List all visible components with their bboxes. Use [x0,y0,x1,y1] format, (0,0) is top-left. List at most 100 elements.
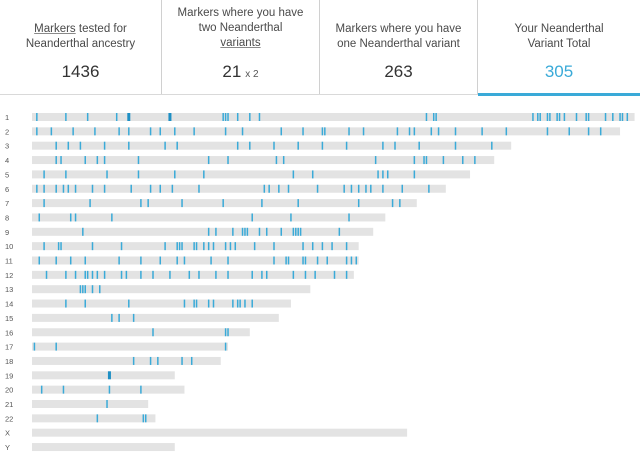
variant-marker[interactable] [99,285,101,294]
variant-marker[interactable] [408,127,411,136]
variant-marker[interactable] [612,113,614,121]
chromosome-row[interactable]: 6 [5,184,446,194]
variant-marker[interactable] [183,256,186,265]
variant-marker[interactable] [546,113,549,121]
variant-marker[interactable] [82,227,84,236]
variant-marker[interactable] [324,127,326,136]
variant-marker[interactable] [425,113,428,121]
variant-marker[interactable] [207,227,210,236]
variant-marker[interactable] [246,227,249,236]
variant-marker[interactable] [297,199,299,208]
chromosome-row[interactable]: 7 [5,199,417,208]
chromosome-row[interactable]: 10 [5,242,359,251]
variant-marker[interactable] [178,242,181,251]
variant-marker[interactable] [91,184,94,193]
variant-marker[interactable] [125,270,128,279]
variant-marker[interactable] [316,184,319,193]
variant-marker[interactable] [222,199,224,208]
variant-marker[interactable] [140,199,142,208]
variant-marker[interactable] [84,285,86,294]
variant-marker[interactable] [89,199,91,208]
variant-marker[interactable] [171,184,174,193]
variant-marker[interactable] [263,184,266,193]
variant-marker[interactable] [587,127,590,136]
variant-marker[interactable] [297,227,299,236]
variant-marker[interactable] [321,141,324,150]
variant-marker[interactable] [181,242,183,251]
variant-marker[interactable] [374,156,377,165]
variant-marker[interactable] [244,299,246,308]
variant-marker[interactable] [198,270,200,279]
variant-marker[interactable] [236,141,239,150]
variant-marker[interactable] [103,270,106,279]
variant-marker[interactable] [84,270,86,279]
chromosome-row[interactable]: 17 [5,342,229,352]
variant-marker[interactable] [212,242,215,251]
variant-marker[interactable] [193,127,195,136]
variant-marker[interactable] [169,270,171,279]
variant-marker[interactable] [261,270,263,279]
variant-marker[interactable] [357,199,360,208]
variant-marker[interactable] [43,242,45,251]
variant-marker[interactable] [232,227,234,236]
variant-marker[interactable] [224,113,227,121]
variant-marker[interactable] [304,256,307,265]
variant-marker[interactable] [241,127,244,136]
variant-marker[interactable] [159,256,162,265]
variant-marker[interactable] [144,414,147,423]
variant-marker[interactable] [132,356,135,365]
variant-marker[interactable] [278,184,280,193]
variant-marker[interactable] [65,270,67,279]
variant-marker[interactable] [261,199,263,208]
variant-marker[interactable] [224,242,227,251]
chromosome-row[interactable]: 21 [5,400,149,409]
variant-marker[interactable] [224,342,227,351]
chromosome-row[interactable]: 9 [5,227,374,237]
variant-marker[interactable] [282,156,285,165]
variant-marker[interactable] [43,199,45,208]
variant-marker[interactable] [251,213,253,222]
variant-marker[interactable] [43,170,45,179]
variant-marker[interactable] [505,127,508,136]
variant-marker[interactable] [67,141,70,150]
variant-marker[interactable] [79,285,82,294]
chromosome-row[interactable]: X [5,428,408,438]
variant-marker[interactable] [268,184,270,193]
variant-marker[interactable] [265,270,268,279]
variant-marker[interactable] [437,127,440,136]
variant-marker[interactable] [55,184,57,193]
variant-marker[interactable] [432,113,435,121]
variant-marker[interactable] [273,256,275,265]
variant-marker[interactable] [382,141,384,150]
chromosome-row[interactable]: 3 [5,141,512,151]
variant-marker[interactable] [45,270,48,279]
variant-marker[interactable] [357,184,360,193]
variant-marker[interactable] [454,141,457,150]
variant-marker[interactable] [321,242,324,251]
variant-marker[interactable] [149,127,152,136]
variant-marker[interactable] [36,113,38,121]
variant-marker[interactable] [190,356,193,365]
variant-marker[interactable] [435,113,437,121]
variant-marker[interactable] [454,127,457,136]
variant-marker[interactable] [304,270,307,279]
variant-marker[interactable] [234,242,237,251]
variant-marker[interactable] [207,242,210,251]
variant-marker[interactable] [258,113,261,121]
variant-marker[interactable] [295,227,297,236]
variant-marker[interactable] [96,156,99,165]
variant-marker[interactable] [348,213,350,222]
variant-marker[interactable] [174,170,176,179]
variant-marker[interactable] [365,184,367,193]
variant-marker[interactable] [137,170,140,179]
variant-marker[interactable] [556,113,558,121]
variant-marker[interactable] [69,256,72,265]
variant-marker[interactable] [285,256,287,265]
variant-marker[interactable] [345,242,348,251]
variant-marker[interactable] [348,127,350,136]
chromosome-row[interactable]: 12 [5,270,354,280]
variant-marker[interactable] [287,256,290,265]
variant-marker[interactable] [203,242,205,251]
variant-marker[interactable] [91,285,94,294]
variant-marker[interactable] [174,127,176,136]
